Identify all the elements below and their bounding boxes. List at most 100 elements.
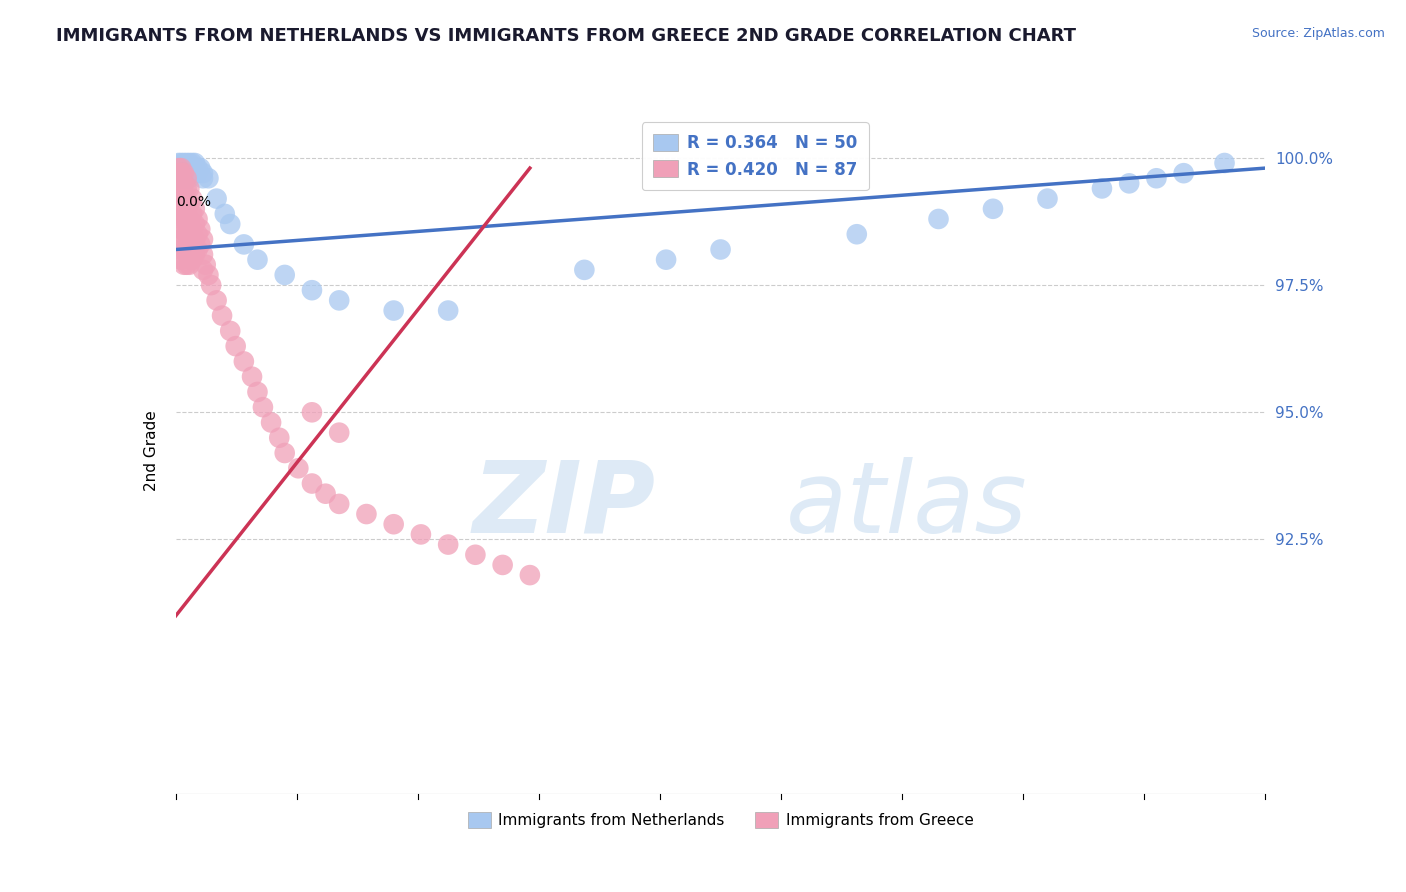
Point — [188, 161, 211, 175]
Y-axis label: 2nd Grade: 2nd Grade — [143, 410, 159, 491]
Point — [170, 156, 193, 170]
Point — [179, 211, 201, 226]
Point — [176, 166, 198, 180]
Point — [184, 247, 207, 261]
Point — [928, 211, 950, 226]
Point — [167, 171, 190, 186]
Point — [186, 243, 209, 257]
Point — [167, 156, 190, 170]
Point — [437, 538, 460, 552]
Point — [464, 548, 486, 562]
Point — [173, 166, 195, 180]
Point — [328, 497, 350, 511]
Point — [191, 171, 214, 186]
Text: atlas: atlas — [786, 457, 1028, 554]
Point — [179, 161, 201, 175]
Point — [184, 232, 207, 246]
Point — [176, 227, 198, 242]
Point — [184, 217, 207, 231]
Point — [173, 227, 195, 242]
Point — [315, 486, 337, 500]
Point — [170, 196, 193, 211]
Point — [188, 222, 211, 236]
Text: IMMIGRANTS FROM NETHERLANDS VS IMMIGRANTS FROM GREECE 2ND GRADE CORRELATION CHAR: IMMIGRANTS FROM NETHERLANDS VS IMMIGRANT… — [56, 27, 1076, 45]
Point — [246, 384, 269, 399]
Point — [170, 186, 193, 201]
Point — [170, 161, 193, 175]
Point — [1036, 192, 1059, 206]
Point — [170, 177, 193, 191]
Point — [252, 401, 274, 415]
Text: 0.0%: 0.0% — [176, 195, 211, 209]
Point — [184, 161, 207, 175]
Point — [240, 369, 263, 384]
Point — [179, 243, 201, 257]
Point — [179, 156, 201, 170]
Point — [1091, 181, 1114, 195]
Point — [328, 293, 350, 308]
Point — [170, 232, 193, 246]
Point — [274, 446, 297, 460]
Point — [170, 243, 193, 257]
Point — [170, 222, 193, 236]
Point — [167, 192, 190, 206]
Point — [170, 171, 193, 186]
Point — [176, 258, 198, 272]
Point — [179, 166, 201, 180]
Point — [179, 258, 201, 272]
Point — [197, 268, 219, 282]
Point — [184, 202, 207, 216]
Point — [167, 202, 190, 216]
Point — [205, 293, 228, 308]
Point — [167, 207, 190, 221]
Point — [176, 161, 198, 175]
Point — [246, 252, 269, 267]
Point — [173, 156, 195, 170]
Point — [205, 192, 228, 206]
Point — [170, 166, 193, 180]
Point — [186, 161, 209, 175]
Point — [409, 527, 432, 541]
Point — [173, 177, 195, 191]
Point — [181, 252, 204, 267]
Point — [181, 222, 204, 236]
Point — [173, 186, 195, 201]
Point — [167, 166, 190, 180]
Point — [176, 171, 198, 186]
Legend: Immigrants from Netherlands, Immigrants from Greece: Immigrants from Netherlands, Immigrants … — [461, 806, 980, 834]
Point — [167, 186, 190, 201]
Point — [492, 558, 515, 572]
Point — [437, 303, 460, 318]
Point — [194, 258, 217, 272]
Point — [191, 263, 214, 277]
Point — [179, 171, 201, 186]
Point — [181, 166, 204, 180]
Point — [301, 283, 323, 297]
Point — [170, 252, 193, 267]
Point — [173, 161, 195, 175]
Point — [181, 156, 204, 170]
Point — [167, 177, 190, 191]
Point — [176, 196, 198, 211]
Point — [191, 166, 214, 180]
Point — [176, 181, 198, 195]
Point — [328, 425, 350, 440]
Point — [167, 161, 190, 175]
Point — [186, 166, 209, 180]
Point — [382, 303, 405, 318]
Point — [269, 431, 291, 445]
Text: ZIP: ZIP — [472, 457, 655, 554]
Point — [845, 227, 868, 242]
Point — [179, 227, 201, 242]
Point — [186, 227, 209, 242]
Point — [173, 211, 195, 226]
Point — [188, 237, 211, 252]
Point — [167, 181, 190, 195]
Point — [167, 166, 190, 180]
Point — [225, 339, 247, 353]
Point — [1213, 156, 1236, 170]
Point — [219, 217, 242, 231]
Point — [173, 171, 195, 186]
Point — [710, 243, 733, 257]
Point — [1118, 177, 1140, 191]
